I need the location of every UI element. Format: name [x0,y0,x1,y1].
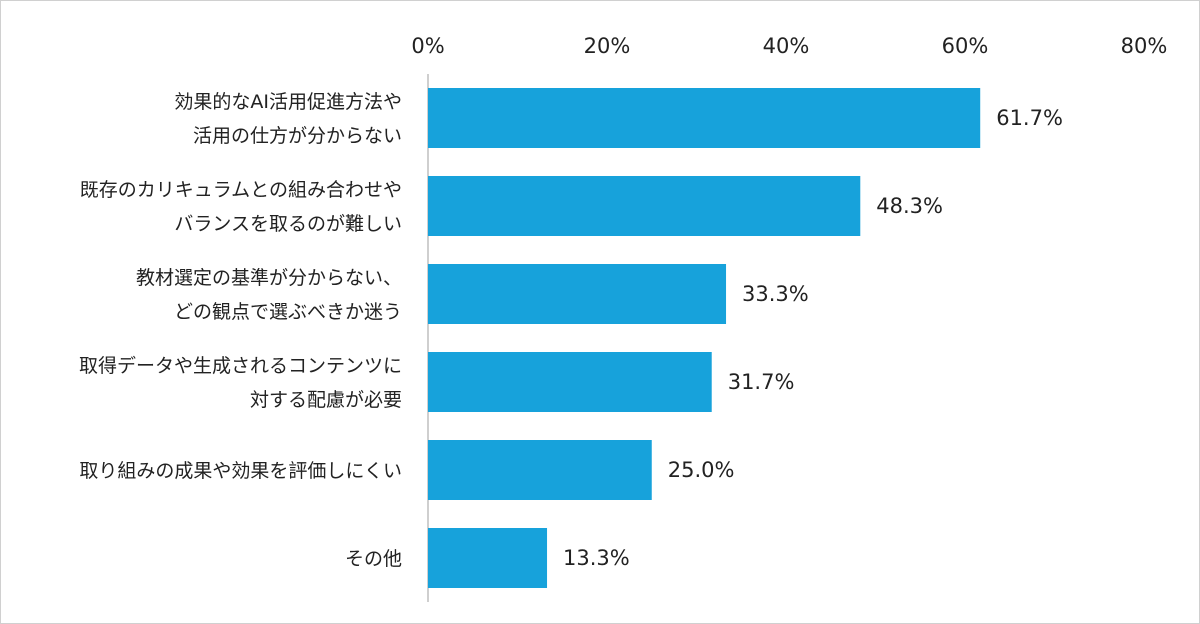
x-tick-label-60: 60% [942,34,989,58]
category-label-2-line-1: 既存のカリキュラムとの組み合わせや [80,179,402,201]
value-label-2: 48.3% [876,194,943,218]
value-label-4: 31.7% [728,370,795,394]
category-label-2-line-2: バランスを取るのが難しい [174,213,402,235]
category-label-4-line-1: 取得データや生成されるコンテンツに [79,355,402,377]
category-labels: 効果的なAI活用促進方法や活用の仕方が分からない既存のカリキュラムとの組み合わせ… [79,91,402,570]
bar-1 [428,88,981,148]
category-label-3-line-2: どの観点で選ぶべきか迷う [174,301,402,323]
x-tick-label-20: 20% [584,34,631,58]
category-label-1-line-2: 活用の仕方が分からない [193,125,402,147]
x-axis-ticks: 0% 20% 40% 60% 80% [411,34,1167,58]
category-label-5-line-1: 取り組みの成果や効果を評価しにくい [79,460,402,482]
value-label-6: 13.3% [563,546,630,570]
bar-6 [428,528,548,588]
category-label-1-line-1: 効果的なAI活用促進方法や [174,91,402,113]
value-label-3: 33.3% [742,282,809,306]
bar-4 [428,352,712,412]
value-label-1: 61.7% [996,106,1063,130]
category-label-3-line-1: 教材選定の基準が分からない、 [136,267,402,289]
x-tick-label-0: 0% [411,34,444,58]
category-label-6-line-1: その他 [345,548,402,570]
bar-3 [428,264,727,324]
bar-2 [428,176,861,236]
value-label-5: 25.0% [668,458,735,482]
bars [428,88,981,588]
x-tick-label-40: 40% [763,34,810,58]
bar-5 [428,440,652,500]
category-label-4-line-2: 対する配慮が必要 [250,389,402,411]
x-tick-label-80: 80% [1121,34,1168,58]
value-labels: 61.7% 48.3% 33.3% 31.7% 25.0% 13.3% [563,106,1063,570]
